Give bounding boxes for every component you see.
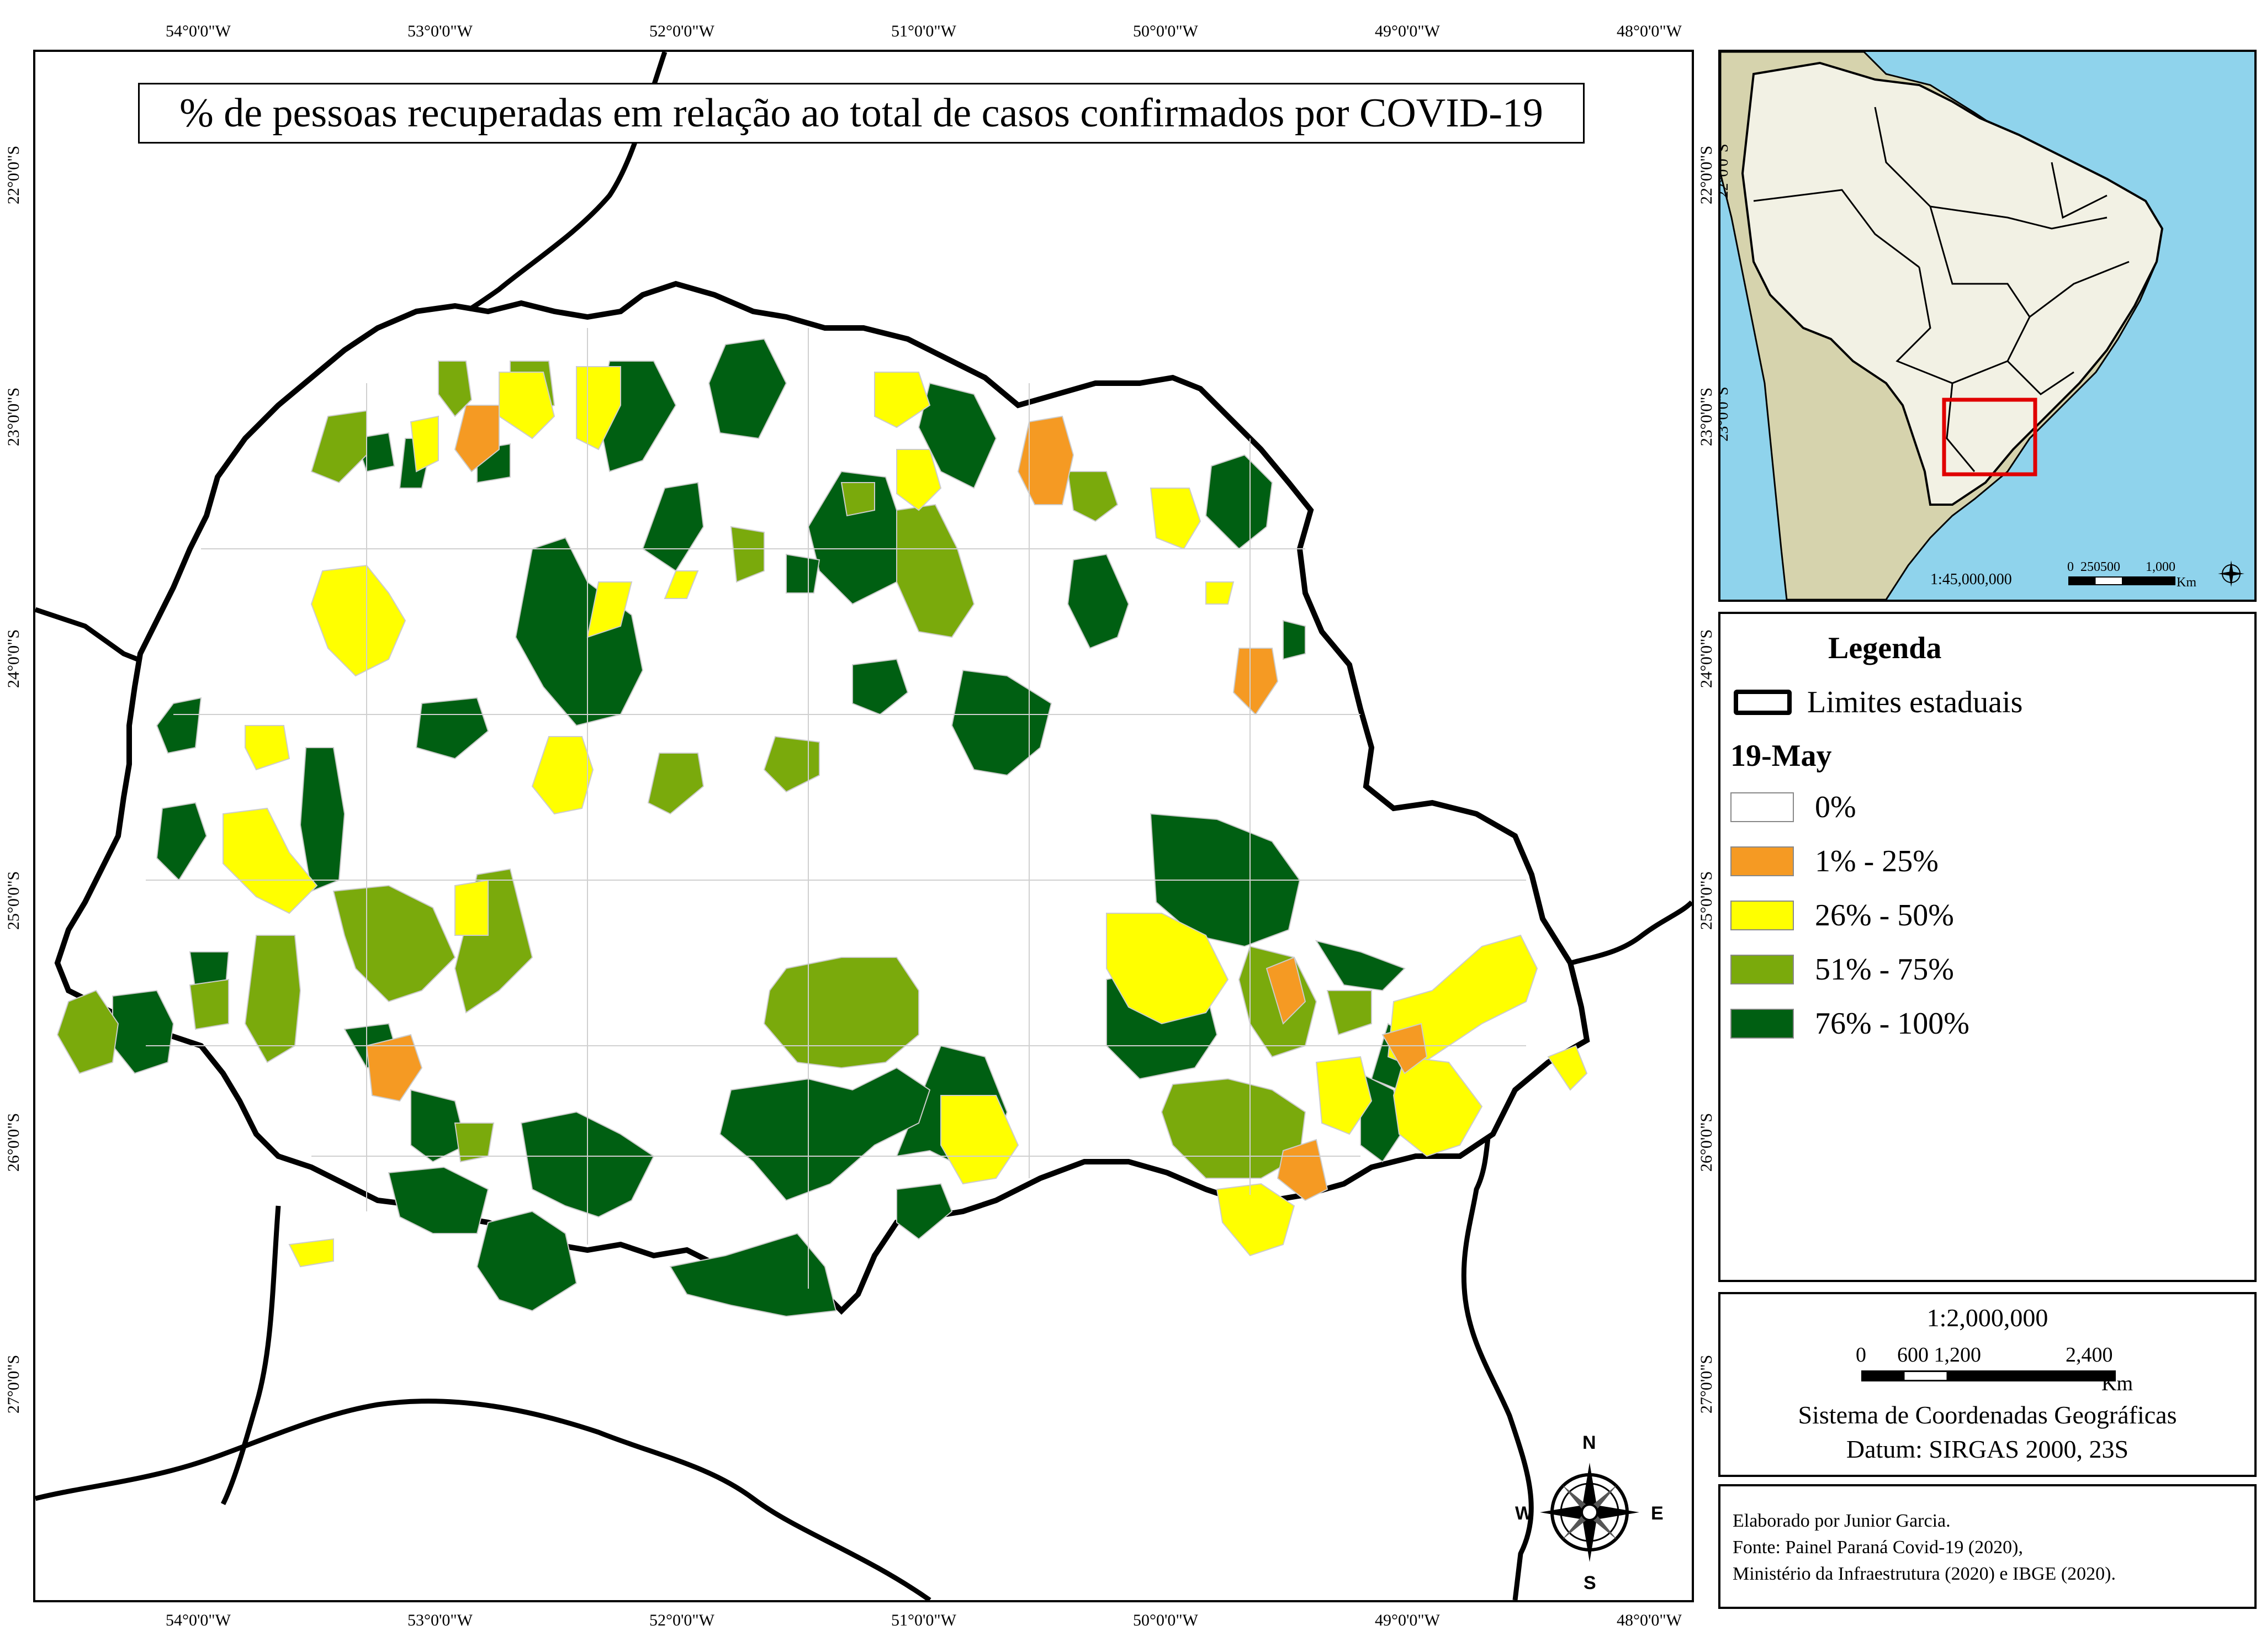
main-map[interactable]: N S W E [33,50,1694,1602]
crs-label: Sistema de Coordenadas Geográficas [1798,1401,2177,1429]
municipalities-1-25 [366,405,1428,1201]
legend-panel: Legenda Limites estaduais 19-May 0% 1% -… [1718,612,2257,1282]
lon-tick-bottom: 50°0'0"W [1133,1611,1198,1629]
lat-tick-left: 25°0'0"S [4,871,23,930]
legend-class-label: 0% [1815,790,1856,824]
lat-tick-left: 26°0'0"S [4,1113,23,1172]
lon-tick-top: 50°0'0"W [1133,22,1198,40]
scale-bar-label-0: 0 [1856,1343,1866,1367]
lon-tick-top: 51°0'0"W [891,22,956,40]
inset-lat-tick: 22°0'0"S [1718,144,1732,199]
parana-highlight-box [1942,398,2037,476]
lon-tick-top: 54°0'0"W [166,22,231,40]
boundary-swatch [1734,690,1792,715]
lon-tick-top: 48°0'0"W [1617,22,1682,40]
inset-compass-icon [2218,560,2244,587]
lon-tick-bottom: 51°0'0"W [891,1611,956,1629]
lon-tick-bottom: 48°0'0"W [1617,1611,1682,1629]
municipality-borders [146,328,1526,1289]
coastline-south [1461,1077,1534,1600]
legend-swatch [1730,792,1794,822]
state-boundary-south-west [220,1205,281,1506]
lat-tick-left: 23°0'0"S [4,387,23,447]
legend-swatch [1730,901,1794,930]
inset-bar-label-2: 1,000 [2146,560,2175,574]
map-title: % de pessoas recuperadas em relação ao t… [138,83,1585,144]
inset-lat-tick: 23°0'0"S [1718,386,1732,442]
inset-bar-label-0: 0 [2067,560,2074,574]
scale-bar [1861,1370,2116,1381]
scale-bar-label-2: 2,400 [2066,1343,2113,1367]
legend-item: 0% [1730,790,1856,824]
legend-class-label: 26% - 50% [1815,898,1954,933]
lat-tick-left: 27°0'0"S [4,1354,23,1414]
legend-swatch [1730,955,1794,984]
compass-icon [1540,1463,1639,1562]
lat-tick-right: 23°0'0"S [1697,387,1715,447]
lon-tick-bottom: 49°0'0"W [1375,1611,1440,1629]
scale-panel: 1:2,000,000 0 600 1,200 2,400 Km Sistema… [1718,1292,2257,1477]
scale-bar-label-1: 600 1,200 [1897,1343,1981,1367]
legend-item-boundary: Limites estaduais [1730,685,2023,719]
lon-tick-bottom: 54°0'0"W [166,1611,231,1629]
lat-tick-right: 22°0'0"S [1697,145,1715,205]
compass-s: S [1584,1572,1596,1593]
legend-item: 51% - 75% [1730,952,1954,987]
lon-tick-top: 52°0'0"W [649,22,714,40]
inset-map-svg [1720,52,2254,600]
compass-w: W [1515,1503,1533,1524]
legend-boundary-label: Limites estaduais [1807,685,2023,719]
inset-map[interactable]: 22°0'0"S 23°0'0"S 1:45,000,000 0 250500 … [1718,50,2257,602]
inset-scale-ratio: 1:45,000,000 [1930,571,2012,588]
lat-tick-right: 24°0'0"S [1697,629,1715,689]
datum-label: Datum: SIRGAS 2000, 23S [1846,1435,2129,1463]
coastline-north [1553,900,1692,971]
legend-class-label: 76% - 100% [1815,1007,1969,1041]
municipalities-26-50 [223,366,1588,1268]
legend-date-label: 19-May [1730,739,1832,773]
inset-bar-unit: Km [2177,575,2196,590]
compass-n: N [1582,1432,1596,1453]
lat-tick-right: 25°0'0"S [1697,871,1715,930]
state-boundary-south [35,1399,931,1600]
credit-line: Ministério da Infraestrutura (2020) e IB… [1733,1564,2116,1584]
lon-tick-top: 49°0'0"W [1375,22,1440,40]
lon-tick-bottom: 53°0'0"W [407,1611,473,1629]
inset-scale-bar [2068,576,2175,585]
legend-swatch [1730,846,1794,876]
compass-rose: N S W E [1515,1432,1664,1593]
compass-e: E [1651,1503,1664,1524]
legend-title: Legenda [1828,631,1942,665]
map-title-text: % de pessoas recuperadas em relação ao t… [179,90,1543,136]
inset-bar-label-1: 250500 [2080,560,2120,574]
parana-map-svg [35,52,1692,1600]
scale-ratio: 1:2,000,000 [1926,1304,2048,1332]
lat-tick-right: 27°0'0"S [1697,1354,1715,1414]
legend-item: 1% - 25% [1730,844,1939,878]
scale-unit: Km [2101,1372,2133,1395]
credit-line: Elaborado por Junior Garcia. [1733,1511,1951,1531]
legend-class-label: 51% - 75% [1815,952,1954,987]
legend-item: 26% - 50% [1730,898,1954,933]
legend-swatch [1730,1009,1794,1039]
legend-class-label: 1% - 25% [1815,844,1939,878]
credit-line: Fonte: Painel Paraná Covid-19 (2020), [1733,1537,2023,1558]
lat-tick-right: 26°0'0"S [1697,1113,1715,1172]
lon-tick-top: 53°0'0"W [407,22,473,40]
legend-item: 76% - 100% [1730,1007,1969,1041]
lon-tick-bottom: 52°0'0"W [649,1611,714,1629]
lat-tick-left: 24°0'0"S [4,629,23,689]
lat-tick-left: 22°0'0"S [4,145,23,205]
credits-panel: Elaborado por Junior Garcia. Fonte: Pain… [1718,1484,2257,1609]
